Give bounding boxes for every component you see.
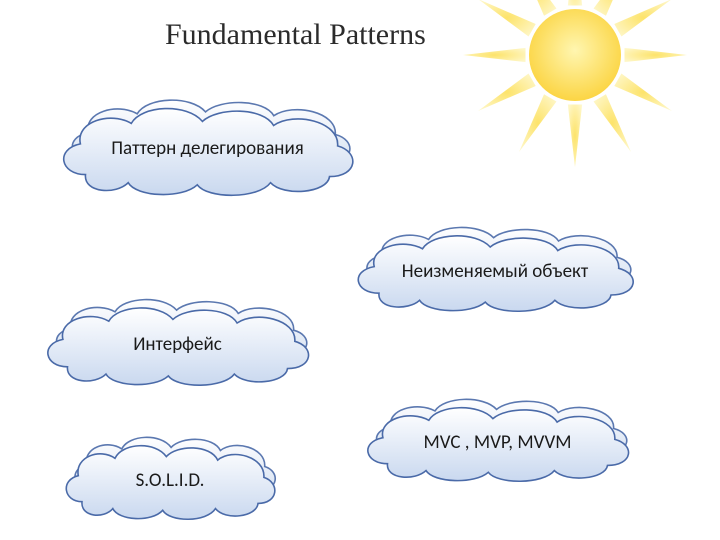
cloud-mvc: MVC , MVP, MVVM bbox=[360, 400, 635, 478]
cloud-label-interface: Интерфейс bbox=[40, 333, 315, 356]
cloud-immutable: Неизменяемый объект bbox=[350, 228, 640, 308]
cloud-label-solid: S.O.L.I.D. bbox=[60, 469, 280, 492]
slide-title: Fundamental Patterns bbox=[165, 18, 426, 52]
cloud-solid: S.O.L.I.D. bbox=[60, 438, 280, 516]
slide-stage: Fundamental Patterns Паттерн делегирован… bbox=[0, 0, 720, 540]
cloud-label-mvc: MVC , MVP, MVVM bbox=[360, 431, 635, 454]
cloud-interface: Интерфейс bbox=[40, 300, 315, 382]
cloud-label-immutable: Неизменяемый объект bbox=[350, 260, 640, 283]
sun-graphic bbox=[459, 0, 691, 176]
cloud-delegation: Паттерн делегирования bbox=[55, 100, 360, 192]
cloud-label-delegation: Паттерн делегирования bbox=[55, 137, 360, 160]
sun-svg bbox=[459, 0, 691, 171]
